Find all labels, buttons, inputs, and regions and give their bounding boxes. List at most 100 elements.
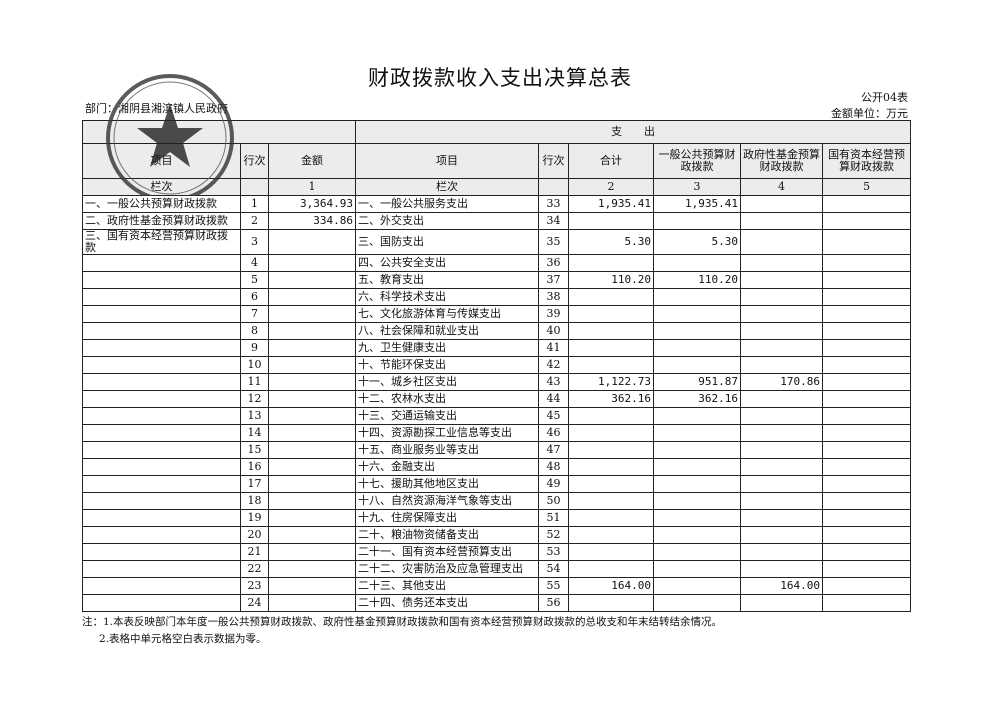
- expense-line: 49: [538, 475, 570, 493]
- general-budget-amount: 1,935.41: [653, 195, 742, 213]
- state-capital-amount: [822, 305, 912, 323]
- note-2: 2.表格中单元格空白表示数据为零。: [99, 633, 267, 645]
- fund-budget-amount: [740, 475, 824, 493]
- expense-line: 40: [538, 322, 570, 340]
- expense-item: 十三、交通运输支出: [355, 407, 540, 425]
- income-amount: [267, 322, 357, 340]
- income-line: 21: [240, 543, 269, 561]
- col-expense-line: 行次: [538, 143, 570, 179]
- table-row: 21 二十一、国有资本经营预算支出 53: [82, 543, 912, 561]
- state-capital-amount: [822, 543, 912, 561]
- income-item: [82, 305, 241, 323]
- col-expense-item: 项目: [355, 143, 540, 179]
- expense-item: 一、一般公共服务支出: [355, 195, 540, 213]
- col-income-item: 项目: [82, 143, 241, 179]
- total-amount: 362.16: [568, 390, 655, 408]
- col-general-budget: 一般公共预算财政拨款: [653, 143, 742, 179]
- note-1: 注：1.本表反映部门本年度一般公共预算财政拨款、政府性基金预算财政拨款和国有资本…: [82, 616, 723, 628]
- expense-item: 三、国防支出: [355, 229, 540, 255]
- income-item: 三、国有资本经营预算财政拨款: [82, 229, 241, 255]
- fund-budget-amount: [740, 526, 824, 544]
- expense-line: 55: [538, 577, 570, 595]
- amount-unit: 金额单位：万元: [831, 107, 908, 120]
- income-item: [82, 390, 241, 408]
- income-amount: [267, 543, 357, 561]
- income-line: 4: [240, 254, 269, 272]
- income-amount: [267, 441, 357, 459]
- expense-line: 54: [538, 560, 570, 578]
- income-amount: [267, 509, 357, 527]
- page-title: 财政拨款收入支出决算总表: [368, 66, 632, 90]
- expense-item: 四、公共安全支出: [355, 254, 540, 272]
- expense-item: 十六、金融支出: [355, 458, 540, 476]
- table-row: 15 十五、商业服务业等支出 47: [82, 441, 912, 459]
- expense-line: 37: [538, 271, 570, 289]
- col-index-4: 4: [740, 178, 824, 196]
- total-amount: [568, 212, 655, 230]
- fund-budget-amount: [740, 195, 824, 213]
- table-row: 4 四、公共安全支出 36: [82, 254, 912, 272]
- fund-budget-amount: [740, 543, 824, 561]
- fund-budget-amount: [740, 407, 824, 425]
- department-label: 部门：湘阴县湘滨镇人民政府: [85, 102, 228, 115]
- total-amount: [568, 458, 655, 476]
- total-amount: [568, 288, 655, 306]
- income-item: [82, 526, 241, 544]
- expense-item: 二十三、其他支出: [355, 577, 540, 595]
- general-budget-amount: [653, 305, 742, 323]
- expense-line: 42: [538, 356, 570, 374]
- total-amount: 5.30: [568, 229, 655, 255]
- state-capital-amount: [822, 356, 912, 374]
- fund-budget-amount: 170.86: [740, 373, 824, 391]
- expense-item: 十八、自然资源海洋气象等支出: [355, 492, 540, 510]
- general-budget-amount: [653, 288, 742, 306]
- income-amount: [267, 526, 357, 544]
- income-item: [82, 339, 241, 357]
- general-budget-amount: [653, 356, 742, 374]
- fund-budget-amount: [740, 212, 824, 230]
- row-index-label-2: 栏次: [355, 178, 540, 196]
- expense-line: 48: [538, 458, 570, 476]
- fiscal-summary-table: 支 出 项目 行次 金额 项目 行次 合计 一般公共预算财政拨款 政府性基金预算…: [81, 120, 912, 612]
- state-capital-amount: [822, 560, 912, 578]
- table-row: 14 十四、资源勘探工业信息等支出 46: [82, 424, 912, 442]
- col-income-amount: 金额: [267, 143, 357, 179]
- income-amount: [267, 458, 357, 476]
- expense-item: 十、节能环保支出: [355, 356, 540, 374]
- income-line: 3: [240, 229, 269, 255]
- expense-line: 46: [538, 424, 570, 442]
- state-capital-amount: [822, 492, 912, 510]
- expense-item: 十五、商业服务业等支出: [355, 441, 540, 459]
- fund-budget-amount: [740, 339, 824, 357]
- income-amount: [267, 407, 357, 425]
- table-row: 12 十二、农林水支出 44 362.16 362.16: [82, 390, 912, 408]
- income-line: 8: [240, 322, 269, 340]
- expense-item: 十一、城乡社区支出: [355, 373, 540, 391]
- income-item: [82, 356, 241, 374]
- state-capital-amount: [822, 526, 912, 544]
- income-item: [82, 560, 241, 578]
- table-row: 5 五、教育支出 37 110.20 110.20: [82, 271, 912, 289]
- total-amount: [568, 560, 655, 578]
- income-item: 一、一般公共预算财政拨款: [82, 195, 241, 213]
- empty-cell: [538, 178, 570, 196]
- table-row: 24 二十四、债务还本支出 56: [82, 594, 912, 612]
- general-budget-amount: [653, 526, 742, 544]
- income-amount: [267, 288, 357, 306]
- general-budget-amount: 362.16: [653, 390, 742, 408]
- expense-item: 九、卫生健康支出: [355, 339, 540, 357]
- total-amount: [568, 424, 655, 442]
- state-capital-amount: [822, 475, 912, 493]
- col-income-line: 行次: [240, 143, 269, 179]
- table-row: 9 九、卫生健康支出 41: [82, 339, 912, 357]
- fund-budget-amount: [740, 441, 824, 459]
- state-capital-amount: [822, 212, 912, 230]
- expense-item: 十九、住房保障支出: [355, 509, 540, 527]
- state-capital-amount: [822, 509, 912, 527]
- fund-budget-amount: [740, 305, 824, 323]
- income-item: [82, 475, 241, 493]
- total-amount: [568, 407, 655, 425]
- expense-item: 八、社会保障和就业支出: [355, 322, 540, 340]
- income-line: 13: [240, 407, 269, 425]
- form-code: 公开04表: [861, 91, 908, 104]
